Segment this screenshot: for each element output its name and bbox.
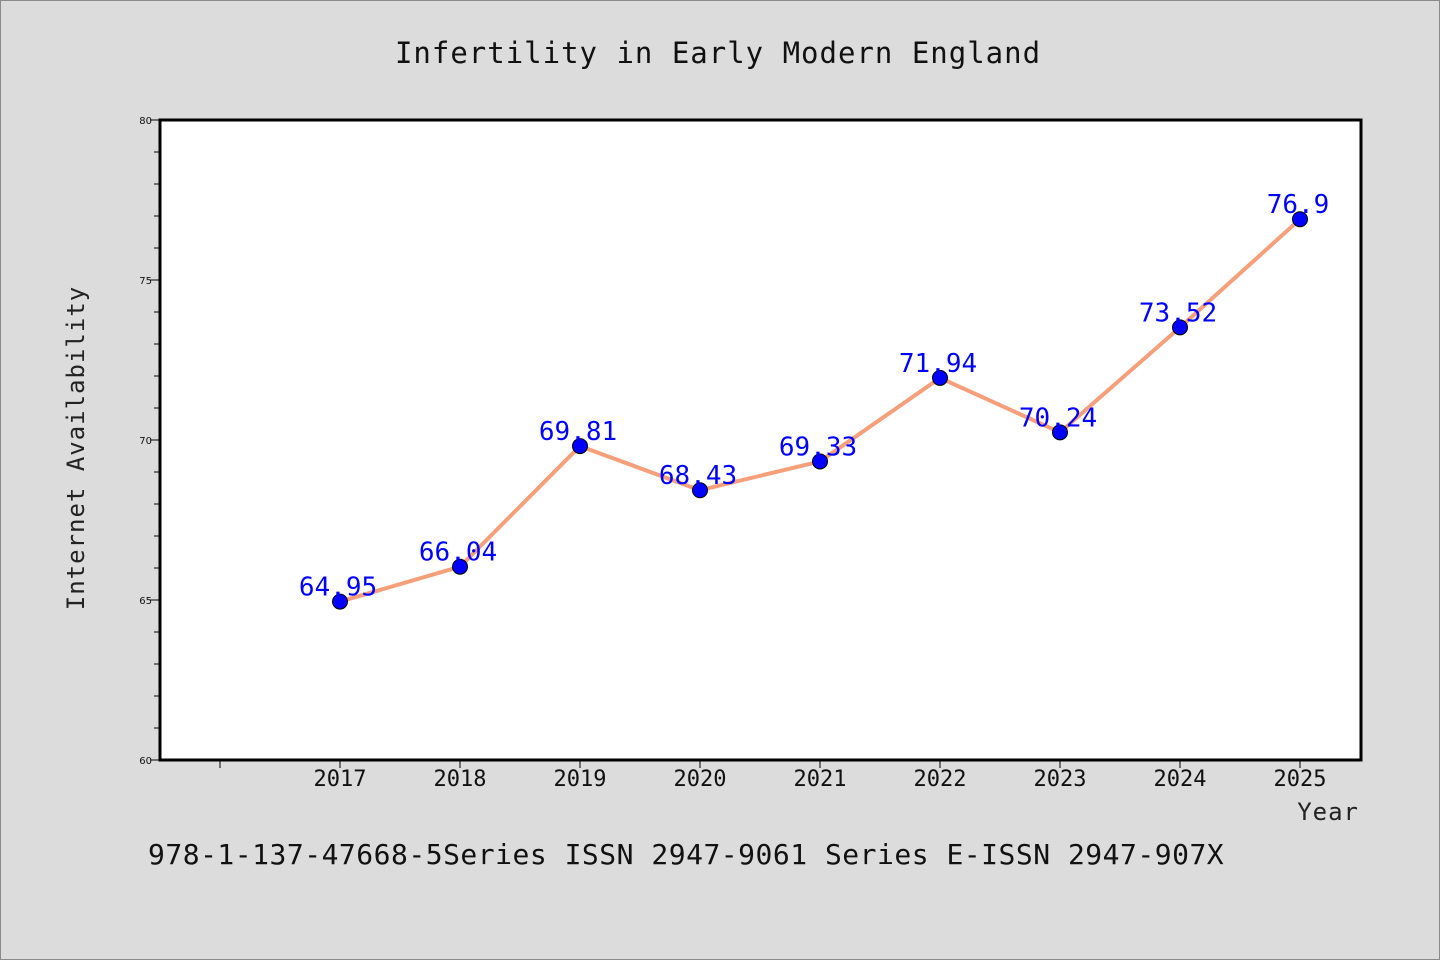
data-point — [692, 482, 708, 499]
x-tick-label: 2024 — [1154, 767, 1207, 792]
y-tick-label: 70 — [139, 436, 152, 447]
data-label: 68.43 — [659, 461, 737, 491]
data-label: 73.52 — [1139, 298, 1217, 328]
y-axis: 60 65 70 75 80 — [139, 116, 160, 767]
x-tick-label: 2025 — [1274, 767, 1327, 792]
data-point — [332, 593, 348, 610]
data-label: 66.04 — [419, 538, 497, 568]
x-tick-label: 2020 — [674, 767, 727, 792]
x-tick-label: 2021 — [794, 767, 847, 792]
series: 64.95 66.04 69.81 68.43 69.33 71.94 70.24 73.52… — [299, 190, 1330, 610]
x-tick-label: 2022 — [914, 767, 967, 792]
plot-area — [158, 118, 1363, 762]
x-tick-label: 2017 — [314, 767, 367, 792]
y-tick-label: 60 — [139, 756, 152, 767]
data-point — [932, 369, 948, 386]
data-point — [572, 438, 588, 455]
y-tick-label: 80 — [139, 116, 152, 127]
y-tick-label: 75 — [139, 276, 152, 287]
x-tick-label: 2023 — [1034, 767, 1087, 792]
data-label: 71.94 — [899, 349, 977, 379]
data-label: 69.81 — [539, 417, 617, 447]
data-label: 64.95 — [299, 573, 377, 603]
x-tick-label: 2018 — [434, 767, 487, 792]
footer-isbn-text: 978-1-137-47668-5Series ISSN 2947-9061 S… — [148, 838, 1224, 871]
data-point — [452, 558, 468, 575]
y-axis-label: Internet Availability — [62, 286, 90, 610]
chart-title: Infertility in Early Modern England — [395, 36, 1041, 70]
x-axis-label: Year — [1297, 798, 1359, 826]
data-label: 69.33 — [779, 432, 857, 462]
data-label: 70.24 — [1019, 403, 1097, 433]
data-point — [1052, 424, 1068, 441]
data-label: 76.9 — [1267, 190, 1330, 220]
x-axis: 2017 2018 2019 2020 2021 2022 2023 2024 2025 — [219, 760, 1327, 792]
data-point — [812, 453, 828, 470]
data-point — [1292, 211, 1308, 228]
y-tick-label: 65 — [139, 596, 152, 607]
x-tick-label: 2019 — [554, 767, 607, 792]
data-point — [1172, 319, 1188, 336]
